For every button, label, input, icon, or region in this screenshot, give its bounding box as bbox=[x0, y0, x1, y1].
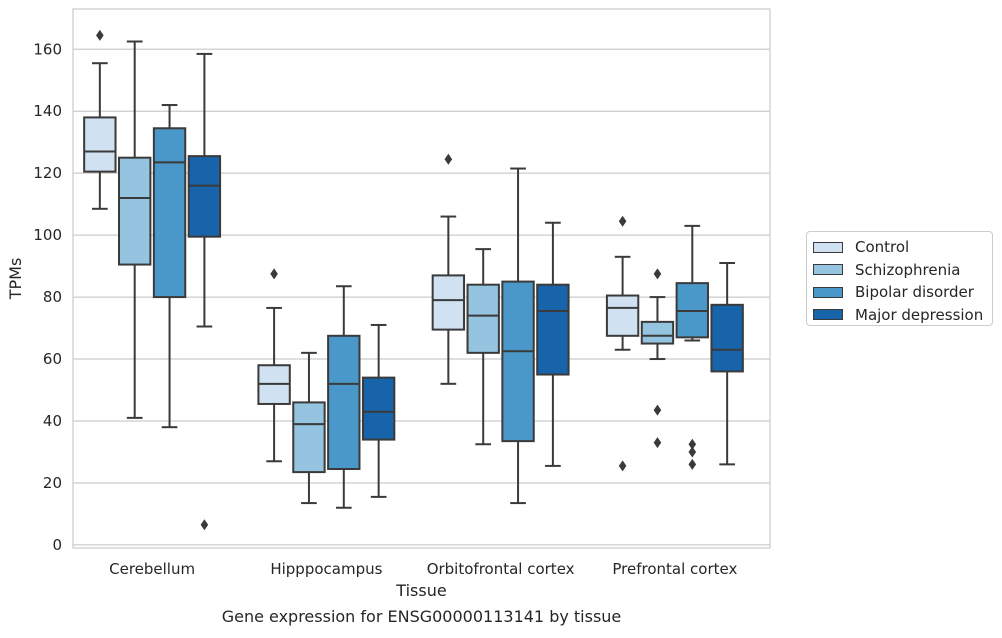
box bbox=[118, 156, 152, 266]
outlier-point bbox=[653, 437, 662, 449]
outlier-point bbox=[200, 519, 209, 531]
x-tick-label: Orbitofrontal cortex bbox=[427, 560, 575, 578]
legend-swatch bbox=[813, 309, 843, 321]
box bbox=[640, 320, 675, 345]
outlier-point bbox=[618, 215, 627, 227]
legend-label: Control bbox=[855, 238, 910, 257]
y-tick-label: 100 bbox=[33, 226, 62, 244]
y-tick-label: 20 bbox=[43, 474, 62, 492]
outlier-point bbox=[96, 29, 104, 41]
y-tick-label: 160 bbox=[33, 40, 62, 58]
box bbox=[431, 274, 466, 331]
y-tick-label: 40 bbox=[43, 412, 62, 430]
box bbox=[605, 294, 640, 337]
legend-item: Bipolar disorder bbox=[813, 281, 992, 304]
y-tick-label: 140 bbox=[33, 102, 62, 120]
legend-item: Schizophrenia bbox=[813, 259, 992, 282]
outlier-point bbox=[688, 446, 697, 458]
y-tick-label: 0 bbox=[52, 536, 62, 554]
box bbox=[292, 401, 326, 474]
y-axis-label: TPMs bbox=[6, 258, 25, 301]
outlier-point bbox=[688, 458, 697, 470]
x-tick-label: Hipppocampus bbox=[270, 560, 382, 578]
outlier-point bbox=[618, 460, 627, 472]
box bbox=[710, 303, 744, 373]
x-tick-label: Cerebellum bbox=[109, 560, 195, 578]
legend-swatch bbox=[813, 286, 843, 298]
chart-title: Gene expression for ENSG00000113141 by t… bbox=[222, 607, 622, 626]
outlier-point bbox=[653, 404, 662, 416]
box bbox=[187, 155, 222, 238]
outlier-point bbox=[653, 268, 662, 280]
legend-label: Bipolar disorder bbox=[855, 283, 974, 302]
x-tick-label: Prefrontal cortex bbox=[612, 560, 737, 578]
y-tick-label: 60 bbox=[43, 350, 62, 368]
box bbox=[327, 334, 361, 471]
legend-swatch bbox=[813, 241, 843, 253]
legend-item: Major depression bbox=[813, 304, 992, 327]
legend-label: Schizophrenia bbox=[855, 260, 961, 279]
box bbox=[536, 283, 570, 376]
box bbox=[83, 116, 117, 173]
outlier-point bbox=[444, 153, 453, 165]
outlier-point bbox=[688, 438, 697, 450]
legend-swatch bbox=[813, 264, 843, 276]
box bbox=[466, 283, 500, 354]
legend-label: Major depression bbox=[855, 305, 984, 324]
plot-frame bbox=[72, 8, 771, 549]
y-tick-label: 80 bbox=[43, 288, 62, 306]
legend-item: Control bbox=[813, 236, 992, 259]
box bbox=[152, 127, 187, 299]
y-tick-label: 120 bbox=[33, 164, 62, 182]
box bbox=[501, 280, 535, 443]
box bbox=[361, 376, 396, 441]
outlier-point bbox=[270, 268, 278, 280]
legend: Control Schizophrenia Bipolar disorder Majo… bbox=[806, 231, 993, 326]
x-axis-label: Tissue bbox=[395, 581, 446, 600]
